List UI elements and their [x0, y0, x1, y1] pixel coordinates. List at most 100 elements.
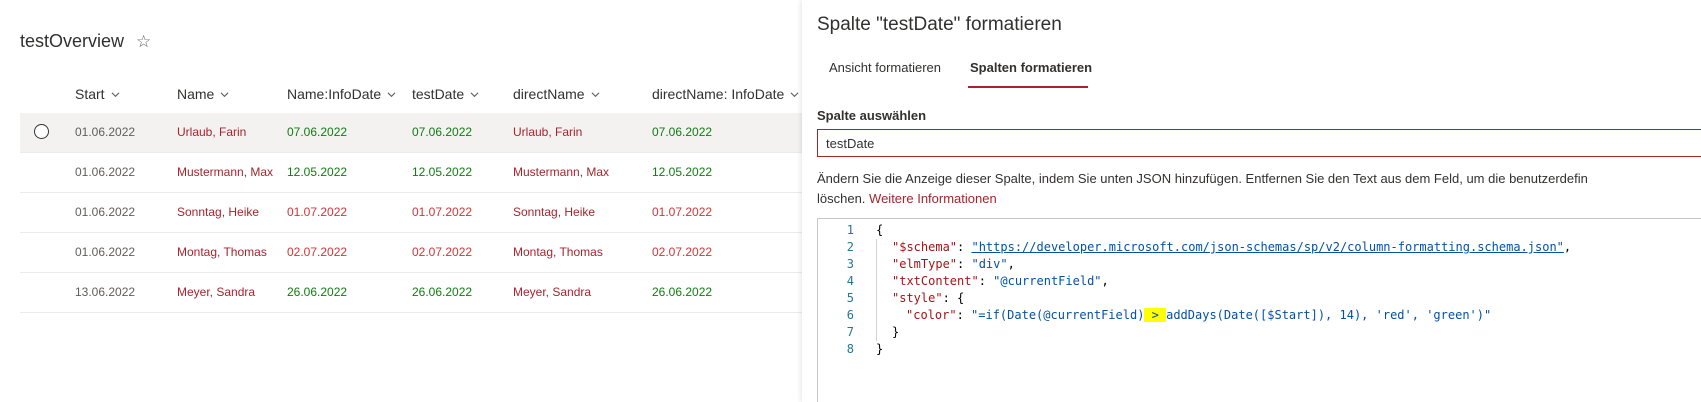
code-token: }	[876, 342, 884, 356]
code-token: addDays(Date([$Start]), 14), 'red', 'gre…	[1166, 308, 1492, 322]
table-row[interactable]: 01.06.2022 Sonntag, Heike 01.07.2022 01.…	[20, 193, 802, 233]
line-number: 1	[846, 223, 854, 237]
column-header-label: directName: InfoDate	[652, 86, 785, 102]
column-header-testdate[interactable]: testDate	[412, 86, 479, 102]
cell-start: 13.06.2022	[75, 285, 136, 299]
cell-testdate: 01.07.2022	[412, 205, 473, 219]
cell-start: 01.06.2022	[75, 245, 136, 259]
cell-directname-infodate: 02.07.2022	[652, 245, 713, 259]
code-token: {	[876, 223, 884, 237]
column-header-label: Name	[177, 86, 215, 102]
cell-name-infodate: 12.05.2022	[287, 165, 348, 179]
panel-title: Spalte "testDate" formatieren	[817, 14, 1062, 35]
cell-testdate: 26.06.2022	[412, 285, 473, 299]
description-line: Ändern Sie die Anzeige dieser Spalte, in…	[817, 171, 1588, 186]
line-number: 8	[846, 342, 854, 356]
column-header-name[interactable]: Name	[177, 86, 229, 102]
schema-url-link[interactable]: "https://developer.microsoft.com/json-sc…	[971, 240, 1564, 254]
cell-name[interactable]: Montag, Thomas	[177, 245, 267, 259]
description-line-end: löschen.	[817, 191, 866, 206]
cell-name[interactable]: Meyer, Sandra	[177, 285, 256, 299]
cell-name[interactable]: Urlaub, Farin	[177, 125, 247, 139]
cell-directname[interactable]: Urlaub, Farin	[513, 125, 583, 139]
column-header-label: Start	[75, 86, 105, 102]
cell-directname-infodate: 12.05.2022	[652, 165, 713, 179]
description-text: Ändern Sie die Anzeige dieser Spalte, in…	[817, 169, 1697, 209]
cell-testdate: 07.06.2022	[412, 125, 473, 139]
tab-format-view[interactable]: Ansicht formatieren	[829, 60, 941, 75]
code-line: }	[876, 342, 883, 356]
code-token: }	[892, 325, 900, 339]
code-token: "color"	[906, 308, 957, 322]
code-line: "elmType": "div",	[892, 257, 1015, 271]
more-info-link[interactable]: Weitere Informationen	[869, 191, 997, 206]
code-token: "=if(Date(@currentField)	[971, 308, 1145, 322]
column-header-directname-infodate[interactable]: directName: InfoDate	[652, 86, 799, 102]
code-line: "txtContent": "@currentField",	[892, 274, 1109, 288]
select-column-label: Spalte auswählen	[817, 108, 927, 123]
cell-start: 01.06.2022	[75, 165, 136, 179]
chevron-down-icon	[387, 91, 396, 97]
row-select-radio-icon[interactable]	[34, 124, 49, 139]
line-number: 6	[846, 308, 854, 322]
cell-name-infodate: 07.06.2022	[287, 125, 348, 139]
highlighted-operator: >	[1144, 308, 1167, 322]
code-token: "style"	[892, 291, 943, 305]
table-row[interactable]: 13.06.2022 Meyer, Sandra 26.06.2022 26.0…	[20, 273, 802, 313]
cell-directname[interactable]: Mustermann, Max	[513, 165, 610, 179]
code-line: "$schema": "https://developer.microsoft.…	[892, 240, 1572, 254]
column-header-label: Name:InfoDate	[287, 86, 382, 102]
cell-start: 01.06.2022	[75, 205, 136, 219]
table-row[interactable]: 01.06.2022 Montag, Thomas 02.07.2022 02.…	[20, 233, 802, 273]
code-line: {	[876, 223, 883, 237]
code-line: "color": "=if(Date(@currentField) > addD…	[906, 308, 1492, 322]
cell-testdate: 02.07.2022	[412, 245, 473, 259]
line-number: 2	[846, 240, 854, 254]
cell-start: 01.06.2022	[75, 125, 136, 139]
line-number: 7	[846, 325, 854, 339]
tab-format-columns[interactable]: Spalten formatieren	[970, 60, 1093, 75]
code-token: {	[957, 291, 965, 305]
list-header: testOverview ☆	[20, 31, 151, 52]
cell-name[interactable]: Mustermann, Max	[177, 165, 274, 179]
list-view: testOverview ☆ Start Name Name:InfoDate …	[0, 0, 802, 402]
line-number: 3	[846, 257, 854, 271]
chevron-down-icon	[220, 91, 229, 97]
list-title: testOverview	[20, 31, 125, 51]
column-header-start[interactable]: Start	[75, 86, 120, 102]
code-token: "txtContent"	[892, 274, 979, 288]
column-header-name-infodate[interactable]: Name:InfoDate	[287, 86, 396, 102]
cell-name-infodate: 01.07.2022	[287, 205, 348, 219]
cell-name[interactable]: Sonntag, Heike	[177, 205, 260, 219]
cell-directname[interactable]: Sonntag, Heike	[513, 205, 596, 219]
cell-name-infodate: 26.06.2022	[287, 285, 348, 299]
code-line: }	[892, 325, 899, 339]
json-code-editor[interactable]: 1 2 3 4 5 6 7 8 { "$schema": "https://de…	[817, 218, 1701, 402]
column-header-label: directName	[513, 86, 585, 102]
cell-testdate: 12.05.2022	[412, 165, 473, 179]
favorite-star-icon[interactable]: ☆	[136, 31, 152, 51]
column-select-dropdown[interactable]: testDate	[817, 129, 1701, 157]
cell-directname[interactable]: Meyer, Sandra	[513, 285, 592, 299]
indent-guide	[876, 239, 877, 341]
cell-directname-infodate: 01.07.2022	[652, 205, 713, 219]
active-tab-indicator	[968, 86, 1088, 88]
cell-directname-infodate: 26.06.2022	[652, 285, 713, 299]
cell-directname-infodate: 07.06.2022	[652, 125, 713, 139]
code-token: "elmType"	[892, 257, 958, 271]
chevron-down-icon	[470, 91, 479, 97]
code-token: "div"	[971, 257, 1008, 271]
cell-name-infodate: 02.07.2022	[287, 245, 348, 259]
table-row[interactable]: 01.06.2022 Urlaub, Farin 07.06.2022 07.0…	[20, 113, 802, 153]
cell-directname[interactable]: Montag, Thomas	[513, 245, 603, 259]
code-token: "$schema"	[892, 240, 958, 254]
description-line: löschen. Weitere Informationen	[817, 189, 1697, 209]
column-header-directname[interactable]: directName	[513, 86, 600, 102]
line-number: 5	[846, 291, 854, 305]
format-column-panel: Spalte "testDate" formatieren Ansicht fo…	[802, 0, 1701, 402]
column-header-label: testDate	[412, 86, 465, 102]
line-number: 4	[846, 274, 854, 288]
line-number-gutter: 1 2 3 4 5 6 7 8	[818, 219, 858, 402]
chevron-down-icon	[111, 91, 120, 97]
table-row[interactable]: 01.06.2022 Mustermann, Max 12.05.2022 12…	[20, 153, 802, 193]
